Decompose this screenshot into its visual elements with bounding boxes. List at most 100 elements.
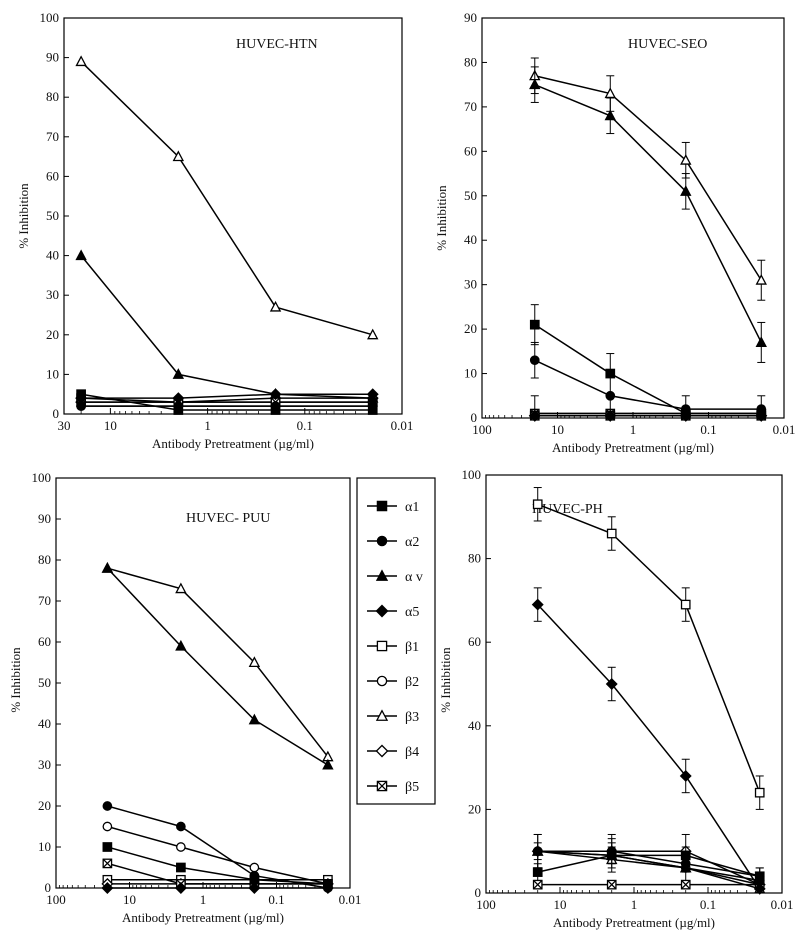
y-tick-label: 40 bbox=[38, 716, 51, 731]
series-line bbox=[534, 324, 762, 415]
data-point bbox=[604, 109, 616, 121]
series-line bbox=[537, 850, 760, 878]
x-tick-label: 0.1 bbox=[700, 422, 716, 437]
y-tick-label: 50 bbox=[46, 208, 59, 223]
y-tick-label: 60 bbox=[468, 634, 481, 649]
y-tick-label: 20 bbox=[46, 327, 59, 342]
data-point bbox=[248, 882, 261, 894]
series-line bbox=[537, 850, 760, 890]
legend-label: α1 bbox=[405, 500, 419, 515]
legend-label: β4 bbox=[405, 745, 419, 760]
legend-marker bbox=[376, 780, 388, 792]
panel-title: HUVEC- PUU bbox=[186, 511, 270, 526]
data-point bbox=[101, 882, 114, 894]
x-tick-label: 1 bbox=[630, 422, 637, 437]
y-tick-label: 50 bbox=[464, 188, 477, 203]
series-β5 bbox=[532, 879, 765, 890]
data-point bbox=[680, 154, 692, 165]
legend-entry: β4 bbox=[367, 744, 419, 760]
series-line bbox=[107, 805, 328, 889]
x-tick-label: 1 bbox=[631, 897, 638, 912]
data-point-x2 bbox=[102, 858, 113, 869]
series-line bbox=[107, 862, 328, 885]
data-point bbox=[679, 770, 692, 782]
series-line bbox=[80, 61, 373, 336]
series-line bbox=[80, 255, 373, 399]
legend-marker bbox=[376, 640, 388, 652]
y-tick-label: 10 bbox=[38, 839, 51, 854]
y-tick-label: 80 bbox=[46, 89, 59, 104]
data-point bbox=[175, 639, 187, 651]
data-point-x2 bbox=[681, 879, 691, 890]
data-point bbox=[367, 405, 378, 415]
plot-frame bbox=[63, 17, 403, 415]
data-point bbox=[249, 874, 260, 885]
data-point bbox=[367, 391, 379, 403]
x-tick-label: 0.1 bbox=[268, 892, 284, 907]
data-point bbox=[173, 405, 184, 415]
series-αv bbox=[101, 561, 334, 770]
x-tick-label: 0.01 bbox=[391, 418, 414, 433]
series-β3 bbox=[101, 561, 334, 762]
data-point bbox=[176, 862, 186, 873]
data-point bbox=[531, 598, 544, 611]
y-axis-label: % Inhibition bbox=[434, 185, 449, 251]
data-point bbox=[680, 408, 691, 419]
x-tick-label: 0.1 bbox=[700, 897, 716, 912]
y-tick-label: 40 bbox=[468, 718, 481, 733]
series-line bbox=[81, 393, 373, 399]
x-axis-label: Antibody Pretreatment (µg/ml) bbox=[553, 915, 715, 930]
y-tick-label: 70 bbox=[46, 129, 59, 144]
y-tick-label: 60 bbox=[46, 168, 59, 183]
data-point bbox=[604, 87, 616, 99]
legend-label: β1 bbox=[405, 640, 419, 655]
data-point bbox=[174, 882, 187, 894]
data-point bbox=[532, 499, 543, 510]
x-axis-label: Antibody Pretreatment (µg/ml) bbox=[152, 436, 314, 451]
data-point bbox=[248, 656, 261, 668]
y-tick-label: 100 bbox=[462, 467, 482, 482]
legend-label: α5 bbox=[405, 605, 419, 620]
series-line bbox=[534, 83, 762, 343]
legend-marker bbox=[376, 675, 388, 687]
x-tick-label: 0.01 bbox=[339, 892, 362, 907]
x-tick-label: 10 bbox=[551, 422, 564, 437]
y-tick-label: 100 bbox=[40, 10, 60, 25]
legend-entry: β5 bbox=[367, 780, 419, 795]
y-tick-label: 20 bbox=[468, 801, 481, 816]
data-point bbox=[172, 150, 185, 162]
data-point-x2 bbox=[533, 879, 543, 890]
series-α2 bbox=[529, 341, 767, 414]
x-tick-label: 30 bbox=[58, 418, 71, 433]
x-tick-label: 0.01 bbox=[773, 422, 796, 437]
data-point bbox=[76, 401, 86, 411]
data-point bbox=[76, 389, 86, 400]
y-tick-label: 100 bbox=[32, 470, 52, 485]
data-point bbox=[75, 55, 87, 67]
x-tick-label: 100 bbox=[472, 422, 492, 437]
legend-label: β2 bbox=[405, 675, 419, 690]
series-line bbox=[106, 567, 329, 766]
series-line bbox=[537, 503, 761, 793]
data-point bbox=[528, 409, 541, 422]
x-tick-label: 10 bbox=[104, 418, 117, 433]
data-point bbox=[753, 882, 766, 895]
data-point-x2 bbox=[607, 879, 617, 890]
legend-marker bbox=[375, 744, 389, 758]
data-point bbox=[529, 78, 541, 90]
series-line bbox=[534, 75, 762, 281]
series-αv bbox=[75, 249, 379, 403]
series-α1 bbox=[102, 842, 333, 889]
data-point bbox=[754, 787, 765, 798]
y-tick-label: 60 bbox=[38, 634, 51, 649]
data-point bbox=[529, 355, 540, 366]
series-α1 bbox=[76, 389, 378, 415]
series-line bbox=[537, 604, 761, 890]
y-tick-label: 90 bbox=[46, 50, 59, 65]
legend-frame bbox=[356, 477, 436, 805]
data-point bbox=[680, 599, 691, 610]
data-point bbox=[102, 858, 113, 869]
y-tick-label: 90 bbox=[38, 511, 51, 526]
series-α2 bbox=[76, 401, 378, 411]
